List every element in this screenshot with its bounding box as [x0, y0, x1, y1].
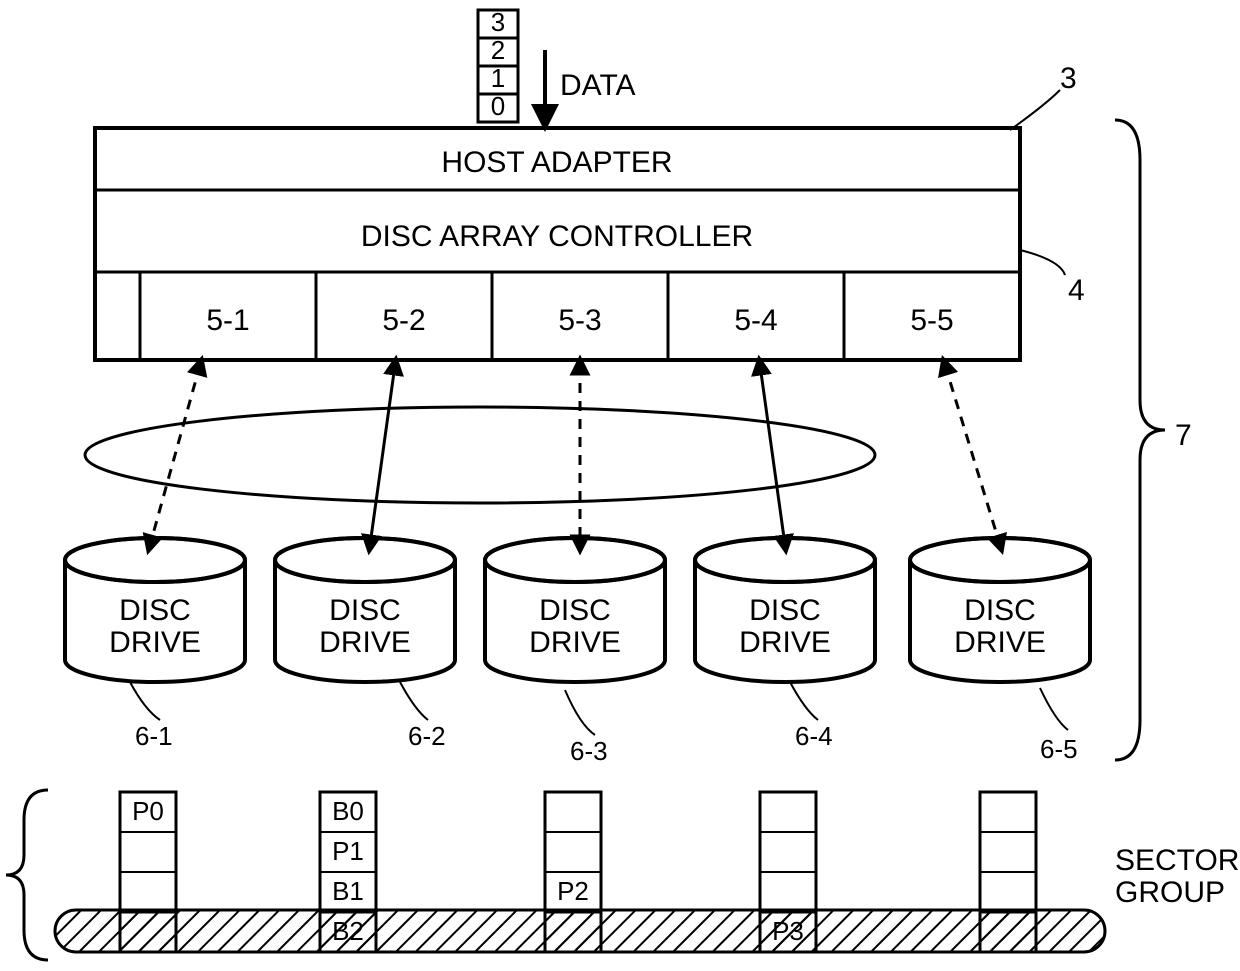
svg-text:DISC: DISC [964, 594, 1036, 627]
ref-6-2: 6-2 [408, 721, 446, 751]
svg-text:B0: B0 [332, 796, 364, 826]
data-cell-1: 1 [491, 63, 505, 93]
port-3: 5-3 [558, 304, 601, 337]
svg-text:DISC: DISC [749, 594, 821, 627]
svg-text:P2: P2 [557, 876, 589, 906]
sector-col-1: P0 [120, 792, 176, 952]
drive-5: DISC DRIVE 6-5 [910, 538, 1090, 764]
port-1: 5-1 [206, 304, 249, 337]
svg-text:B1: B1 [332, 876, 364, 906]
svg-text:DISC: DISC [329, 594, 401, 627]
svg-text:DRIVE: DRIVE [319, 626, 411, 659]
bus-arrows [150, 365, 1000, 545]
lead-3 [1010, 90, 1060, 130]
sector-label-top: SECTOR [1115, 844, 1239, 877]
host-adapter-label: HOST ADAPTER [441, 146, 672, 179]
ref-6-1: 6-1 [135, 721, 173, 751]
sector-col-5 [980, 792, 1036, 952]
svg-text:P1: P1 [332, 836, 364, 866]
svg-text:B2: B2 [332, 916, 364, 946]
sector-group: P0 B0 P1 B1 B2 P2 P3 [55, 792, 1105, 952]
data-label: DATA [560, 69, 636, 102]
svg-text:DISC: DISC [539, 594, 611, 627]
brace-left [6, 790, 48, 960]
data-cell-0: 0 [491, 91, 505, 121]
ref-4: 4 [1068, 274, 1085, 307]
data-stack: 3 2 1 0 [478, 7, 518, 122]
sector-label-bot: GROUP [1115, 876, 1225, 909]
svg-text:DRIVE: DRIVE [109, 626, 201, 659]
port-4: 5-4 [734, 304, 777, 337]
controller-block: HOST ADAPTER DISC ARRAY CONTROLLER 5-1 5… [95, 128, 1020, 360]
drive-2: DISC DRIVE 6-2 [275, 538, 455, 751]
svg-text:P3: P3 [772, 916, 804, 946]
ref-6-3: 6-3 [570, 736, 608, 766]
port-2: 5-2 [382, 304, 425, 337]
ref-3: 3 [1060, 62, 1077, 95]
data-cell-3: 3 [491, 7, 505, 37]
controller-label: DISC ARRAY CONTROLLER [361, 220, 753, 253]
svg-text:DISC: DISC [119, 594, 191, 627]
svg-text:DRIVE: DRIVE [954, 626, 1046, 659]
svg-text:DRIVE: DRIVE [529, 626, 621, 659]
brace-7: 7 [1115, 120, 1192, 760]
data-cell-2: 2 [491, 35, 505, 65]
ref-6-4: 6-4 [795, 721, 833, 751]
sector-col-3: P2 [545, 792, 601, 952]
drive-3: DISC DRIVE 6-3 [485, 538, 665, 766]
ref-7: 7 [1175, 419, 1192, 452]
svg-text:DRIVE: DRIVE [739, 626, 831, 659]
drive-1: DISC DRIVE 6-1 [65, 538, 245, 751]
svg-text:P0: P0 [132, 796, 164, 826]
sector-col-4: P3 [760, 792, 816, 952]
ref-6-5: 6-5 [1040, 734, 1078, 764]
sector-col-2: B0 P1 B1 B2 [320, 792, 376, 952]
bus-ellipse-icon [85, 407, 875, 503]
drives: DISC DRIVE 6-1 DISC DRIVE 6-2 DISC DRIVE… [65, 538, 1090, 766]
drive-4: DISC DRIVE 6-4 [695, 538, 875, 751]
diagram-root: 3 2 1 0 DATA HOST ADAPTER DISC ARRAY CON… [0, 0, 1240, 966]
lead-4 [1020, 250, 1065, 275]
port-5: 5-5 [910, 304, 953, 337]
